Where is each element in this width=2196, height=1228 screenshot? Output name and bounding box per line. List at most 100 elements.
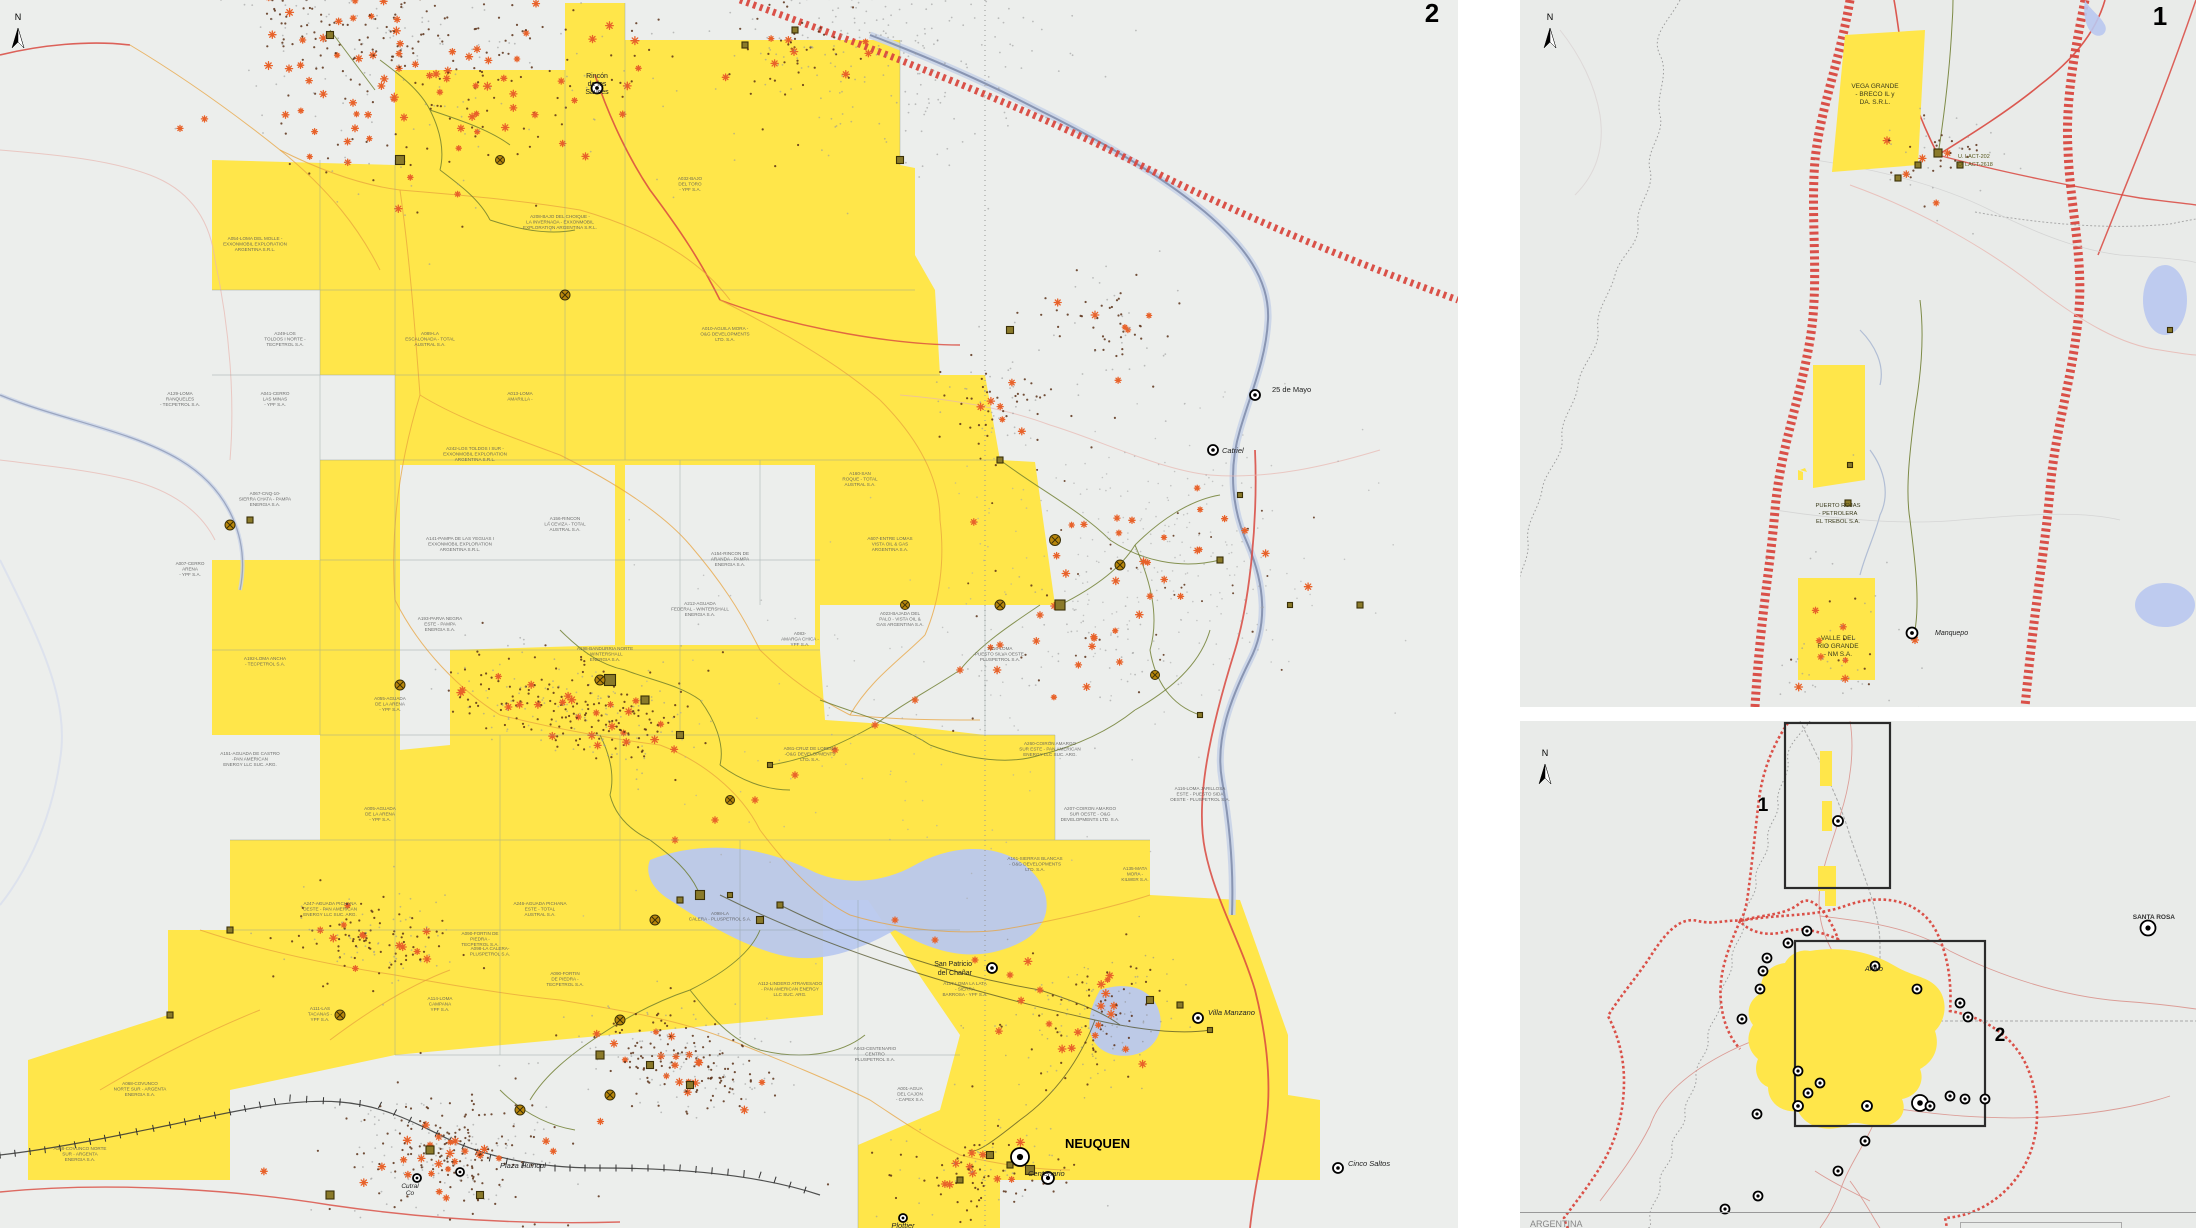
svg-text:A010-AGUILA MORA -: A010-AGUILA MORA -	[702, 326, 749, 331]
svg-text:ENERGIA S.A.: ENERGIA S.A.	[125, 1092, 155, 1097]
svg-text:- TECPETROL S.A.: - TECPETROL S.A.	[160, 402, 200, 407]
svg-text:AMARILLA -: AMARILLA -	[507, 396, 533, 401]
svg-text:A089-LA: A089-LA	[421, 331, 440, 336]
svg-text:AUSTRAL S.A.: AUSTRAL S.A.	[525, 912, 556, 917]
svg-text:ESTE - PAMPA: ESTE - PAMPA	[424, 621, 456, 626]
svg-text:-PUESTO SILVA OESTE -: -PUESTO SILVA OESTE -	[973, 651, 1027, 656]
svg-text:A055-AGUADA: A055-AGUADA	[374, 696, 407, 701]
svg-text:Cinco Saltos: Cinco Saltos	[1348, 1159, 1390, 1168]
svg-text:Añelo: Añelo	[1864, 966, 1883, 973]
svg-text:VEGA GRANDE: VEGA GRANDE	[1851, 83, 1899, 90]
svg-text:A054-LOMA DEL MOLLE -: A054-LOMA DEL MOLLE -	[228, 236, 283, 241]
svg-text:A090-FORTIN DE: A090-FORTIN DE	[462, 931, 499, 936]
svg-text:ENERGIA S.A.: ENERGIA S.A.	[715, 562, 745, 567]
svg-text:ENERGIA S.A.: ENERGIA S.A.	[65, 1157, 95, 1162]
svg-text:ARENA: ARENA	[182, 566, 199, 571]
svg-text:A068-COVUNCO NORTE: A068-COVUNCO NORTE	[53, 1146, 106, 1151]
svg-text:ENERGY LLC SUC. ARG.: ENERGY LLC SUC. ARG.	[303, 912, 357, 917]
svg-text:TECPETROL S.A.: TECPETROL S.A.	[266, 342, 303, 347]
svg-text:KILWER S.A.: KILWER S.A.	[1121, 877, 1148, 882]
svg-text:A067-CNQ-10-: A067-CNQ-10-	[250, 491, 281, 496]
svg-text:Plaza Huincul: Plaza Huincul	[500, 1161, 546, 1170]
svg-text:- YPF S.A.: - YPF S.A.	[264, 402, 286, 407]
svg-text:25 de Mayo: 25 de Mayo	[1272, 385, 1311, 394]
svg-text:DEVELOPMENTS LTD. S.A.: DEVELOPMENTS LTD. S.A.	[1061, 817, 1120, 822]
svg-text:AUSTRAL S.A.: AUSTRAL S.A.	[415, 342, 446, 347]
svg-text:U. LACT-202: U. LACT-202	[1958, 154, 1990, 160]
svg-text:ARGENTINA S.R.L.: ARGENTINA S.R.L.	[235, 247, 276, 252]
svg-text:EXXONMOBIL EXPLORATION: EXXONMOBIL EXPLORATION	[223, 241, 287, 246]
svg-text:TOLDOS I NORTE -: TOLDOS I NORTE -	[264, 336, 306, 341]
svg-text:A193-PARVA NEGRA: A193-PARVA NEGRA	[418, 616, 463, 621]
svg-text:GAS ARGENTINA S.A.: GAS ARGENTINA S.A.	[876, 622, 923, 627]
svg-text:- YPF S.A.: - YPF S.A.	[179, 572, 201, 577]
svg-text:SUR ESTE - PAN AMERICAN: SUR ESTE - PAN AMERICAN	[1019, 746, 1080, 751]
svg-text:A117-LOMA LA LATA: A117-LOMA LA LATA	[943, 981, 987, 986]
svg-text:ARANDA - PAMPA: ARANDA - PAMPA	[711, 556, 750, 561]
svg-text:BARROSA - YPF S.A.: BARROSA - YPF S.A.	[942, 992, 987, 997]
svg-text:A247-AGUADA PICHANA: A247-AGUADA PICHANA	[303, 901, 357, 906]
svg-text:ARGENTINA S.R.L.: ARGENTINA S.R.L.	[440, 547, 481, 552]
svg-text:ESTE - PUESTO SIDA: ESTE - PUESTO SIDA	[1177, 791, 1225, 796]
svg-text:PLUSPETROL S.A.: PLUSPETROL S.A.	[470, 951, 510, 956]
svg-text:del Chañar: del Chañar	[938, 970, 973, 977]
svg-text:A161-SIERRAS BLANCAS: A161-SIERRAS BLANCAS	[1007, 856, 1062, 861]
svg-text:EXXONMOBIL EXPLORATION: EXXONMOBIL EXPLORATION	[428, 541, 492, 546]
svg-text:LTD. S.A.: LTD. S.A.	[800, 757, 820, 762]
svg-text:RIO GRANDE: RIO GRANDE	[1817, 643, 1859, 650]
svg-text:N: N	[1542, 748, 1549, 758]
svg-text:DE LA ARENA: DE LA ARENA	[375, 701, 406, 706]
svg-text:CALERA - PLUSPETROL S.A.: CALERA - PLUSPETROL S.A.	[689, 916, 751, 921]
svg-text:Co: Co	[406, 1190, 415, 1197]
svg-text:A068-COVUNCO: A068-COVUNCO	[122, 1081, 158, 1086]
svg-text:A032-BAJO: A032-BAJO	[678, 176, 703, 181]
svg-text:VALLE DEL: VALLE DEL	[1821, 635, 1856, 642]
svg-text:A607-ENTRE LOMAS: A607-ENTRE LOMAS	[867, 536, 912, 541]
svg-text:MORA -: MORA -	[1127, 871, 1144, 876]
svg-text:YPF S.A.: YPF S.A.	[791, 642, 810, 647]
svg-text:- O&G DEVELOPMENTS: - O&G DEVELOPMENTS	[1009, 861, 1061, 866]
svg-text:ESTE - TOTAL: ESTE - TOTAL	[525, 906, 556, 911]
svg-text:A207-COIRON AMARGO: A207-COIRON AMARGO	[1064, 806, 1117, 811]
svg-text:A260-COIRON AMARGO: A260-COIRON AMARGO	[1024, 741, 1077, 746]
svg-text:DE PIEDRA -: DE PIEDRA -	[551, 976, 579, 981]
svg-text:- YPF S.A.: - YPF S.A.	[679, 187, 701, 192]
svg-text:A154-RINCON DE: A154-RINCON DE	[711, 551, 749, 556]
svg-text:2: 2	[1425, 0, 1439, 28]
svg-text:A114-LOMA: A114-LOMA	[428, 996, 454, 1001]
svg-text:- YPF S.A.: - YPF S.A.	[369, 817, 391, 822]
svg-text:A242-LOS TOLDOS I SUR -: A242-LOS TOLDOS I SUR -	[446, 446, 504, 451]
svg-text:EXXONMOBIL EXPLORATION: EXXONMOBIL EXPLORATION	[443, 451, 507, 456]
svg-text:FEDERAL - WINTERSHALL: FEDERAL - WINTERSHALL	[671, 606, 729, 611]
svg-text:A043-CENTENARIO: A043-CENTENARIO	[854, 1046, 897, 1051]
svg-text:A141-PAMPA DE LAS YEGUAS I: A141-PAMPA DE LAS YEGUAS I	[426, 536, 494, 541]
svg-text:EXPLORATION ARGENTINA S.R.L.: EXPLORATION ARGENTINA S.R.L.	[523, 225, 597, 230]
svg-text:A116-LOMA JARILLOSA: A116-LOMA JARILLOSA	[1175, 786, 1227, 791]
svg-text:- CAPEX S.A.: - CAPEX S.A.	[896, 1097, 924, 1102]
svg-text:A111-LAS: A111-LAS	[310, 1006, 330, 1011]
svg-text:TECPETROL S.A.: TECPETROL S.A.	[546, 982, 583, 987]
svg-text:- SIERRA: - SIERRA	[955, 986, 976, 991]
svg-text:de los: de los	[588, 81, 607, 88]
svg-text:VISTA OIL & GAS: VISTA OIL & GAS	[872, 541, 909, 546]
svg-text:LTD. S.A.: LTD. S.A.	[715, 337, 735, 342]
svg-text:PIEDRA -: PIEDRA -	[470, 936, 490, 941]
svg-text:- TECPETROL S.A.: - TECPETROL S.A.	[245, 661, 285, 666]
svg-text:A249-LOS: A249-LOS	[274, 331, 295, 336]
svg-text:Centenario: Centenario	[1028, 1169, 1065, 1178]
svg-text:ROQUE - TOTAL: ROQUE - TOTAL	[842, 476, 878, 481]
svg-text:PUERTO ROJAS: PUERTO ROJAS	[1816, 503, 1861, 509]
svg-text:ESCALONADA - TOTAL: ESCALONADA - TOTAL	[405, 336, 455, 341]
svg-text:U. LACT-2618: U. LACT-2618	[1958, 162, 1993, 168]
svg-text:A129-LOMA: A129-LOMA	[167, 391, 193, 396]
svg-text:LA INVERNADA - EXXONMOBIL: LA INVERNADA - EXXONMOBIL	[526, 219, 594, 224]
svg-text:N: N	[15, 12, 22, 22]
svg-text:LLC SUC. ARG.: LLC SUC. ARG.	[774, 992, 807, 997]
svg-text:A246-AGUADA PICHANA: A246-AGUADA PICHANA	[513, 901, 567, 906]
svg-text:ARGENTINA S.R.L.: ARGENTINA S.R.L.	[455, 457, 496, 462]
svg-text:DEL TORO: DEL TORO	[678, 181, 702, 186]
svg-text:PALO - VISTA OIL &: PALO - VISTA OIL &	[879, 616, 921, 621]
svg-text:DE LA ARENA: DE LA ARENA	[365, 811, 396, 816]
svg-text:ENERGIA S.A.: ENERGIA S.A.	[250, 502, 280, 507]
svg-text:ENERGIA S.A.: ENERGIA S.A.	[685, 612, 715, 617]
